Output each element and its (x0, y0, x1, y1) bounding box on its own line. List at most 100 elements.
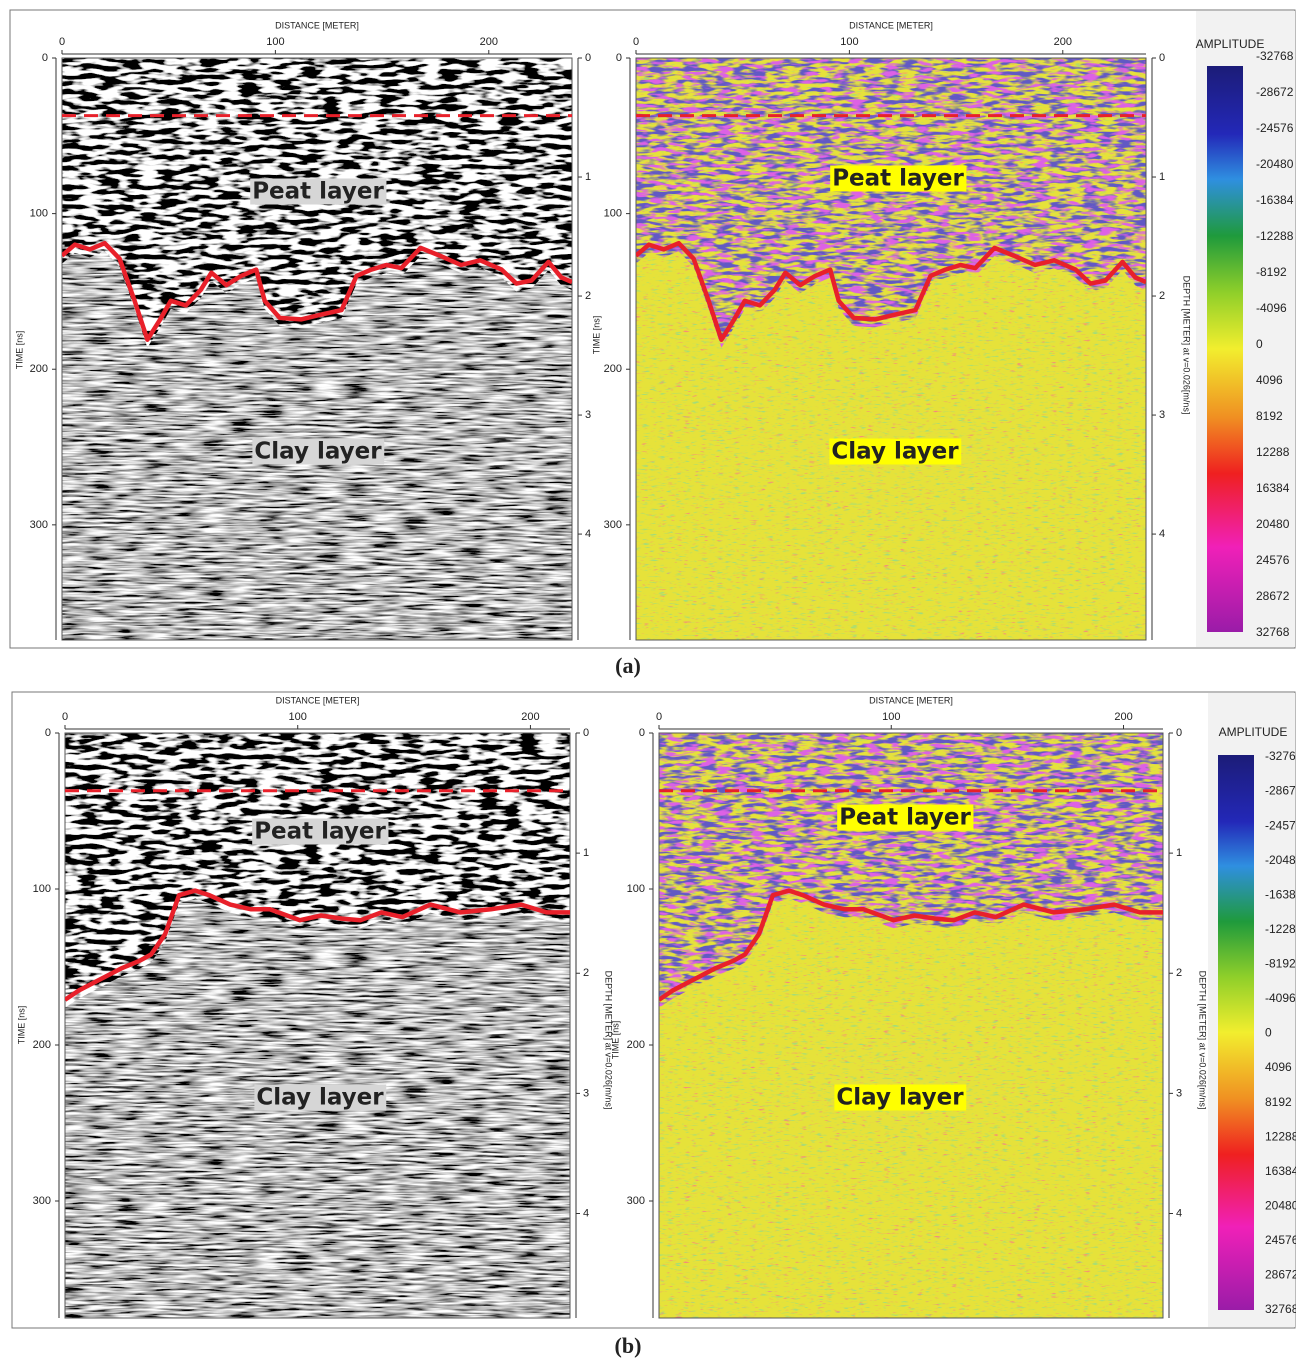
plot-frame (658, 732, 1164, 1319)
y2-tick-label: 0 (1176, 727, 1182, 739)
radargram-image (62, 58, 572, 640)
x-axis-title: DISTANCE [METER] (275, 20, 359, 30)
colorbar-label: 12288 (1265, 1129, 1296, 1143)
colorbar-label: 28672 (1256, 589, 1290, 603)
x-tick-label: 100 (266, 36, 284, 48)
colorbar-label: 20480 (1265, 1198, 1296, 1212)
colorbar-label: 8192 (1256, 409, 1283, 423)
y2-tick-label: 2 (1176, 967, 1182, 979)
y-tick-label: 100 (604, 208, 622, 220)
radargram-image (659, 733, 1163, 1318)
colorbar-label: 4096 (1256, 373, 1283, 387)
annotation-bg (830, 165, 967, 192)
plot-frame (64, 732, 571, 1319)
y-tick-label: 100 (30, 208, 48, 220)
radargram-image (636, 58, 1146, 640)
annotation: Clay layer (254, 439, 382, 465)
colorbar-label: -16384 (1256, 193, 1294, 207)
y2-tick-label: 2 (585, 290, 591, 302)
y-tick-label: 100 (33, 883, 51, 895)
y2-axis-title: DEPTH [METER] at v=0.026[m/ns] (604, 971, 614, 1110)
y-tick-label: 200 (627, 1039, 645, 1051)
x-axis-title: DISTANCE [METER] (869, 695, 953, 705)
annotation: Peat layer (254, 819, 386, 845)
x-tick-label: 100 (840, 36, 858, 48)
x-axis-title: DISTANCE [METER] (276, 695, 360, 705)
y2-tick-label: 4 (585, 528, 591, 540)
colorbar-label: -12288 (1256, 229, 1294, 243)
colorbar (1218, 755, 1254, 1310)
x-tick-label: 0 (633, 36, 639, 48)
colorbar (1207, 66, 1243, 632)
colorbar-label: -28672 (1256, 85, 1294, 99)
colorbar-label: 24576 (1265, 1233, 1296, 1247)
y-axis-title: TIME [ns] (16, 1006, 26, 1045)
plot-frame (635, 57, 1147, 641)
x-axis-title: DISTANCE [METER] (849, 20, 933, 30)
y2-tick-label: 1 (583, 847, 589, 859)
y2-tick-label: 1 (585, 171, 591, 183)
colorbar-label: 32768 (1256, 625, 1290, 639)
y2-tick-label: 0 (583, 727, 589, 739)
y2-tick-label: 1 (1159, 171, 1165, 183)
annotation: Peat layer (839, 805, 971, 831)
colorbar-label: -20480 (1256, 157, 1294, 171)
y2-tick-label: 0 (1159, 52, 1165, 64)
y-axis-title: TIME [ns] (14, 331, 24, 370)
annotation: Clay layer (831, 439, 959, 465)
y2-tick-label: 3 (583, 1087, 589, 1099)
colorbar-label: 4096 (1265, 1060, 1292, 1074)
annotation-bg (834, 1084, 967, 1111)
y-tick-label: 0 (639, 727, 645, 739)
colorbar-label: 28672 (1265, 1268, 1296, 1282)
x-tick-label: 100 (882, 711, 900, 723)
annotation-bg (252, 818, 389, 845)
y2-tick-label: 4 (583, 1207, 589, 1219)
y2-tick-label: 4 (1176, 1207, 1182, 1219)
colorbar-label: -20480 (1265, 853, 1296, 867)
x-tick-label: 200 (1054, 36, 1072, 48)
y-tick-label: 0 (42, 52, 48, 64)
colorbar-label: -24576 (1265, 818, 1296, 832)
annotation-bg (254, 1084, 387, 1111)
y-tick-label: 200 (604, 363, 622, 375)
annotation-bg (252, 438, 385, 465)
radargram: DISTANCE [METER] 0 100 200 0 100 200 300 TIME [n… (591, 20, 1294, 641)
y-tick-label: 300 (30, 519, 48, 531)
y-axis-title: TIME [ns] (591, 316, 601, 355)
colorbar-label: -4096 (1265, 991, 1296, 1005)
y-tick-label: 100 (627, 883, 645, 895)
colorbar-label: 0 (1265, 1026, 1272, 1040)
y-axis-title: TIME [ns] (610, 1021, 620, 1060)
colorbar-label: -24576 (1256, 121, 1294, 135)
x-tick-label: 0 (59, 36, 65, 48)
x-tick-label: 100 (289, 711, 307, 723)
boundary-line (65, 888, 570, 1002)
x-tick-label: 0 (656, 711, 662, 723)
colorbar-label: 16384 (1256, 481, 1290, 495)
colorbar-label: 16384 (1265, 1164, 1296, 1178)
annotation: Clay layer (256, 1085, 384, 1111)
y-tick-label: 300 (33, 1195, 51, 1207)
colorbar-label: -8192 (1256, 265, 1287, 279)
x-tick-label: 0 (62, 711, 68, 723)
radargram-image (65, 733, 570, 1318)
annotation: Peat layer (832, 166, 964, 192)
y2-axis-title: DEPTH [METER] at v=0.026[m/ns] (1198, 971, 1208, 1110)
colorbar-title: AMPLITUDE (1196, 37, 1265, 51)
y-tick-label: 300 (604, 519, 622, 531)
y-tick-label: 200 (33, 1039, 51, 1051)
boundary-line (636, 240, 1146, 342)
y2-tick-label: 2 (1159, 290, 1165, 302)
colorbar-label: -8192 (1265, 957, 1296, 971)
x-tick-label: 200 (480, 36, 498, 48)
colorbar-label: 32768 (1265, 1302, 1296, 1316)
y2-tick-label: 3 (1159, 409, 1165, 421)
colorbar-label: 24576 (1256, 553, 1290, 567)
boundary-line (659, 888, 1163, 1002)
caption: (a) (615, 653, 641, 678)
colorbar-label: -28672 (1265, 784, 1296, 798)
annotation-bg (829, 438, 962, 465)
